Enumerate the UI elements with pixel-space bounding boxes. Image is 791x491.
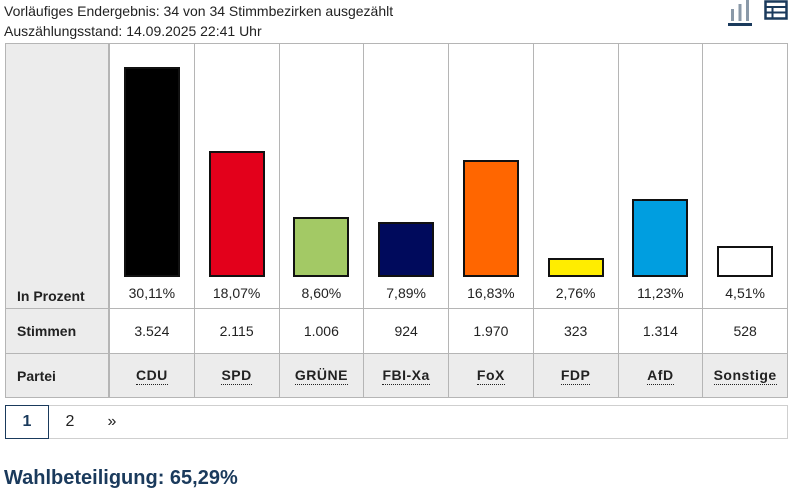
bar-fbi-xa	[378, 222, 435, 277]
percent-label: 4,51%	[725, 285, 765, 301]
chart-cell: 11,23%	[617, 44, 703, 308]
bar-spd	[208, 151, 265, 277]
percent-label: 2,76%	[555, 285, 596, 301]
chart-cell: 4,51%	[702, 44, 787, 308]
percent-label: 16,83%	[467, 285, 515, 301]
party-cell: FoX	[448, 354, 533, 397]
party-row-label: Partei	[6, 354, 109, 397]
bar-afd	[632, 199, 689, 277]
votes-cell: 2.115	[193, 309, 279, 353]
votes-cell: 323	[532, 309, 618, 353]
chart-cell: 18,07%	[193, 44, 279, 308]
party-name-link[interactable]: FBI-Xa	[382, 366, 430, 385]
voter-turnout: Wahlbeteiligung: 65,29%	[4, 467, 238, 489]
percent-label: 11,23%	[637, 285, 684, 301]
votes-cell: 1.006	[278, 309, 364, 353]
page-2-button[interactable]: 2	[65, 413, 75, 430]
party-name-link[interactable]: GRÜNE	[294, 366, 348, 385]
percent-label: 7,89%	[386, 285, 426, 301]
party-cell: FDP	[532, 354, 618, 397]
party-name-link[interactable]: CDU	[135, 366, 168, 385]
party-cell: SPD	[193, 354, 279, 397]
votes-row: Stimmen 3.524 2.115 1.006 924 1.970 323 …	[6, 308, 787, 353]
percent-label: 8,60%	[301, 285, 342, 301]
view-switcher	[728, 0, 788, 26]
party-cell: AfD	[617, 354, 703, 397]
result-header: Vorläufiges Endergebnis: 34 von 34 Stimm…	[4, 1, 393, 41]
votes-cell: 3.524	[109, 309, 194, 353]
party-name-link[interactable]: FoX	[476, 366, 505, 385]
party-name-link[interactable]: AfD	[647, 366, 674, 385]
votes-cell: 924	[363, 309, 448, 353]
percent-row-label: In Prozent	[6, 44, 109, 308]
page-1-button[interactable]: 1	[5, 404, 49, 439]
bar-fdp	[547, 258, 604, 277]
chart-cell: 16,83%	[448, 44, 533, 308]
party-name-link[interactable]: Sonstige	[713, 366, 777, 385]
party-row: Partei CDU SPD GRÜNE FBI-Xa FoX FDP AfD …	[6, 353, 787, 397]
result-status-text: Vorläufiges Endergebnis: 34 von 34 Stimm…	[4, 3, 394, 19]
party-cell: GRÜNE	[278, 354, 364, 397]
chart-cell: 8,60%	[278, 44, 364, 308]
chart-cell: 7,89%	[363, 44, 448, 308]
bar-chart-icon[interactable]	[728, 0, 752, 26]
percent-label: 30,11%	[128, 285, 176, 301]
percent-label: 18,07%	[212, 285, 261, 301]
party-name-link[interactable]: FDP	[560, 366, 591, 385]
votes-cell: 1.970	[448, 309, 533, 353]
next-page-button[interactable]: »	[107, 413, 117, 430]
party-cell: FBI-Xa	[363, 354, 448, 397]
percent-row: In Prozent 30,11% 18,07% 8,60% 7,89% 16,…	[6, 44, 787, 308]
chart-cell: 30,11%	[109, 44, 194, 308]
election-result-table: In Prozent 30,11% 18,07% 8,60% 7,89% 16,…	[5, 43, 788, 398]
votes-cell: 528	[702, 309, 787, 353]
bar-fox	[462, 160, 519, 277]
count-timestamp-text: Auszählungsstand: 14.09.2025 22:41 Uhr	[4, 23, 262, 39]
bar-sonstige	[717, 246, 774, 277]
table-icon[interactable]	[764, 0, 788, 26]
chart-cell: 2,76%	[532, 44, 618, 308]
votes-row-label: Stimmen	[6, 309, 109, 353]
party-name-link[interactable]: SPD	[221, 366, 252, 385]
pagination: 1 2 »	[5, 404, 788, 439]
party-cell: CDU	[109, 354, 194, 397]
bar-cdu	[123, 67, 180, 277]
votes-cell: 1.314	[617, 309, 703, 353]
bar-gruene	[293, 217, 350, 277]
party-cell: Sonstige	[702, 354, 787, 397]
